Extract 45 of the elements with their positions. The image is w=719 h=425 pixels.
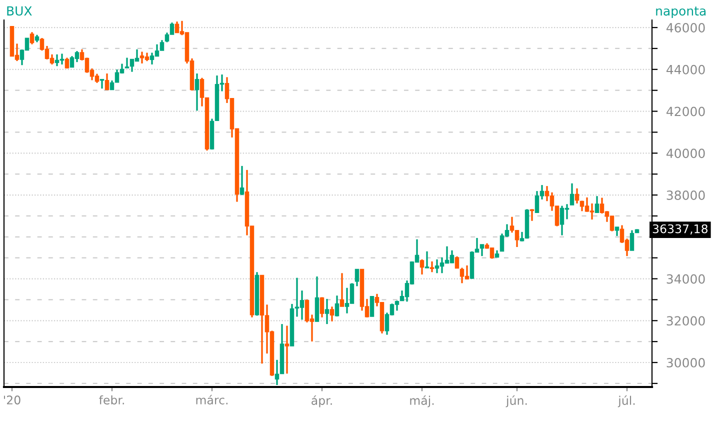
text: naponta	[656, 6, 706, 18]
candlestick	[284, 324, 290, 374]
y-tick-label: 44000	[666, 64, 705, 74]
candlestick	[424, 250, 430, 269]
candlestick	[420, 258, 424, 276]
x-tick-label: ápr.	[312, 395, 332, 408]
candlestick	[100, 78, 104, 90]
y-tick-label: 42000	[666, 106, 705, 116]
y-tick-label: 34000	[666, 274, 705, 284]
y-tick-label: 38000	[666, 190, 705, 200]
candlestick	[314, 276, 320, 322]
text: 36337,18	[652, 224, 708, 234]
y-tick-label: 32000	[666, 316, 705, 326]
y-tick-label: 30000	[666, 358, 705, 368]
candlestick	[110, 80, 114, 90]
y-tick-label: 40000	[666, 148, 705, 158]
x-tick-label: '20	[4, 396, 20, 404]
candlestick	[530, 208, 534, 222]
chart-title: BUX	[7, 6, 32, 16]
candlestick	[324, 298, 330, 325]
candlestick	[430, 260, 434, 273]
x-tick-label: márc.	[196, 394, 228, 404]
candlestick	[594, 195, 600, 214]
candlestick	[480, 244, 484, 257]
y-tick-label: 46000	[666, 23, 705, 32]
candlestick	[124, 56, 130, 69]
candlestick	[354, 268, 360, 288]
candlestick	[104, 72, 110, 90]
x-tick-label: júl.	[618, 395, 635, 408]
candlestick	[340, 272, 344, 308]
candlestick	[30, 31, 34, 46]
candlestick	[334, 294, 340, 318]
candlestick	[370, 296, 374, 317]
candlestick	[570, 182, 574, 206]
candlestick	[454, 256, 460, 269]
candlestick	[330, 306, 334, 322]
candlestick	[64, 56, 70, 70]
candlestick	[574, 188, 580, 204]
x-tick-label: máj.	[410, 395, 434, 408]
x-tick-label: jún.	[506, 395, 527, 408]
candlestick	[320, 296, 324, 318]
candlestick	[194, 72, 200, 112]
candlestick	[630, 229, 634, 252]
candlestick	[240, 165, 244, 196]
x-tick-label: febr.	[99, 395, 124, 404]
